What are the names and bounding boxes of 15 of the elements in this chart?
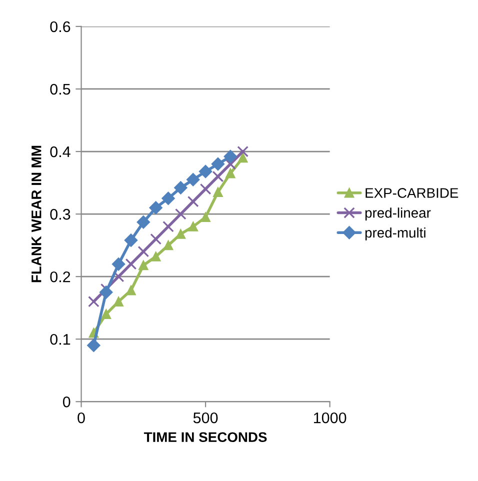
- y-tick-label: 0: [62, 396, 70, 408]
- legend-label: EXP-CARBIDE: [366, 188, 458, 198]
- x-tick-label: 0: [78, 412, 85, 424]
- y-tick-label: 0.6: [50, 21, 70, 32]
- x-tick-label: 500: [193, 412, 218, 424]
- y-tick-label: 0.2: [50, 271, 70, 282]
- y-tick-label: 0.3: [50, 208, 70, 220]
- y-tick-label: 0.4: [50, 146, 70, 158]
- legend-label: pred-linear: [365, 208, 431, 221]
- y-tick-label: 0.1: [50, 334, 70, 345]
- y-tick-label: 0.5: [50, 84, 70, 95]
- y-axis-title: FLANK WEAR IN MM: [32, 146, 42, 282]
- x-axis-title: TIME IN SECONDS: [144, 432, 267, 442]
- x-tick-label: 1000: [314, 412, 346, 424]
- legend-label: pred-multi: [365, 227, 426, 240]
